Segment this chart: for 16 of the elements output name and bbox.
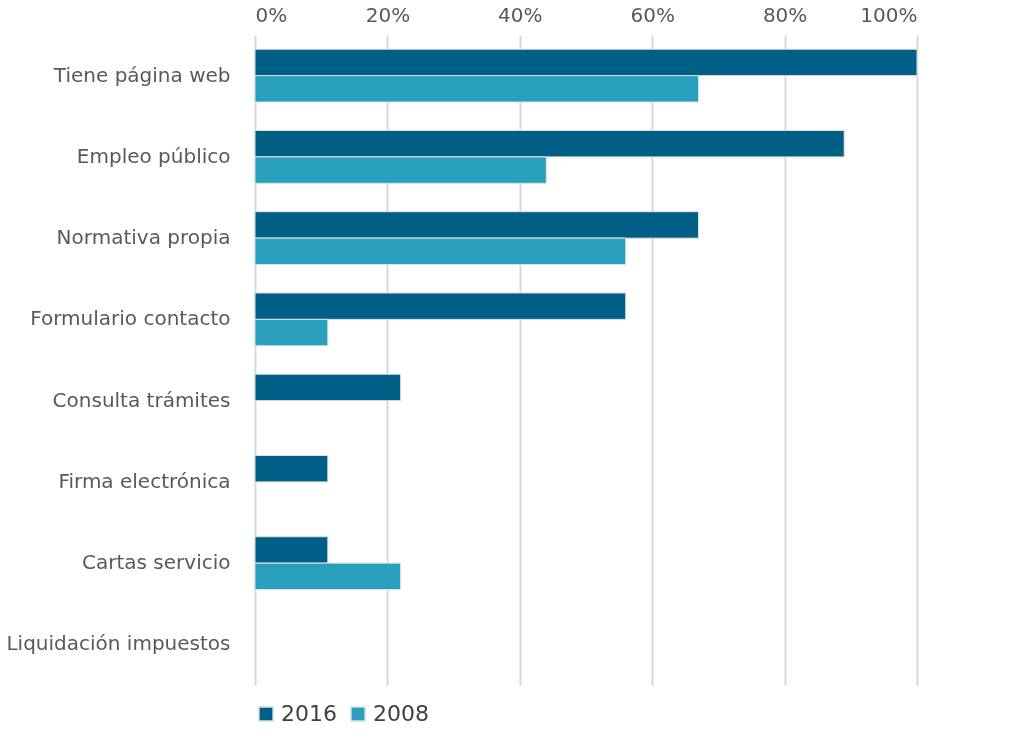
y-tick-label: Firma electrónica bbox=[58, 468, 231, 493]
y-tick-label: Cartas servicio bbox=[82, 550, 231, 575]
y-tick-label: Formulario contacto bbox=[30, 306, 231, 331]
x-tick-label: 60% bbox=[630, 2, 675, 27]
legend-label: 2008 bbox=[373, 701, 429, 726]
x-tick-label: 100% bbox=[860, 2, 918, 27]
x-tick-label: 20% bbox=[365, 2, 411, 27]
y-tick-label: Normativa propia bbox=[56, 225, 231, 250]
x-tick-label: 40% bbox=[498, 2, 543, 27]
y-tick-label: Liquidación impuestos bbox=[6, 631, 231, 656]
y-tick-label: Empleo público bbox=[76, 143, 231, 168]
x-tick-label: 80% bbox=[762, 2, 808, 27]
y-tick-label: Tiene página web bbox=[52, 62, 231, 87]
x-tick-label: 0% bbox=[255, 2, 288, 27]
y-tick-label: Consulta trámites bbox=[52, 387, 231, 412]
legend-label: 2016 bbox=[281, 701, 337, 726]
